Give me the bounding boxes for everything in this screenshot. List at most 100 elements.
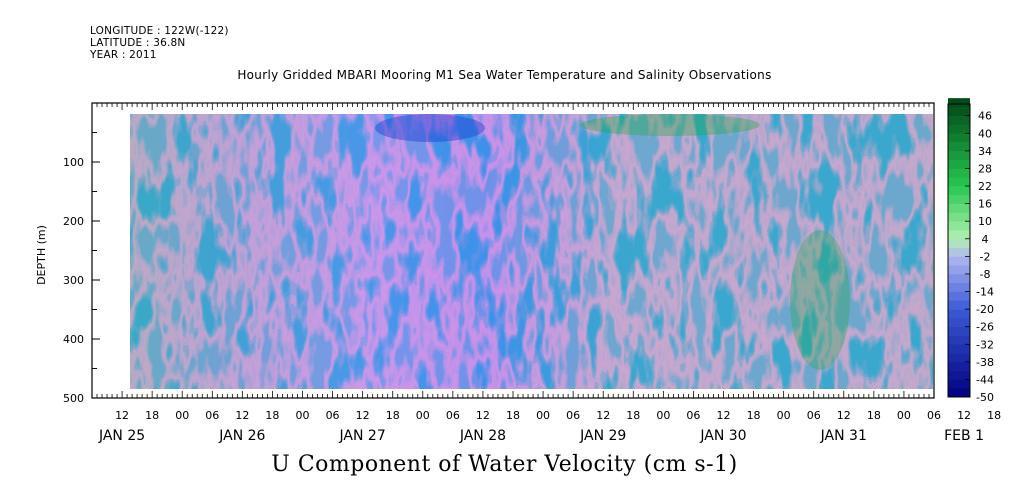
x-hour-label: 06	[446, 409, 460, 422]
colorbar-label: -26	[976, 321, 994, 334]
x-hour-label: 00	[536, 409, 550, 422]
x-hour-label: 18	[867, 409, 881, 422]
x-day-label: JAN 28	[459, 428, 506, 444]
colorbar-swatch	[948, 106, 970, 117]
colorbar-swatch	[948, 159, 970, 169]
colorbar-swatch	[948, 309, 970, 319]
x-hour-label: 12	[717, 409, 731, 422]
colorbar-swatch	[948, 115, 970, 125]
colorbar-swatch	[948, 221, 970, 231]
x-hour-label: 00	[897, 409, 911, 422]
colorbar-swatch	[948, 353, 970, 363]
colorbar-label: 10	[978, 215, 992, 228]
x-day-label: JAN 29	[579, 428, 626, 444]
longitude-label: LONGITUDE : 122W(-122)	[90, 25, 229, 37]
colorbar-swatch	[948, 256, 970, 266]
colorbar-label: 4	[982, 233, 989, 246]
x-hour-label: 18	[386, 409, 400, 422]
colorbar-swatch	[948, 177, 970, 187]
x-hour-label: 12	[356, 409, 370, 422]
colorbar-swatch	[948, 229, 970, 240]
colorbar-swatch	[948, 238, 970, 248]
x-hour-label: 00	[777, 409, 791, 422]
colorbar-swatch	[948, 379, 970, 389]
colorbar-swatch	[948, 361, 970, 371]
colorbar-label: -14	[976, 286, 994, 299]
colorbar-swatch	[948, 98, 970, 108]
colorbar-swatch	[948, 317, 970, 327]
x-hour-label: 18	[145, 409, 159, 422]
colorbar-label: 34	[978, 145, 992, 158]
x-hour-label: 06	[566, 409, 580, 422]
x-day-label: JAN 25	[98, 428, 145, 444]
x-day-label: JAN 31	[820, 428, 867, 444]
x-day-label: JAN 26	[218, 428, 265, 444]
colorbar-label: 46	[978, 110, 992, 123]
colorbar-swatch	[948, 124, 970, 134]
colorbar-label: -50	[976, 391, 994, 404]
colorbar-swatch	[948, 186, 970, 196]
heatmap-field	[130, 114, 933, 389]
x-hour-label: 12	[837, 409, 851, 422]
colorbar-swatch	[948, 203, 970, 213]
colorbar-swatch	[948, 388, 970, 398]
x-hour-label: 00	[416, 409, 430, 422]
x-hour-label: 12	[957, 409, 971, 422]
year-label: YEAR : 2011	[90, 49, 157, 61]
y-tick-label: 100	[63, 156, 84, 169]
x-day-label: JAN 27	[339, 428, 386, 444]
colorbar-swatch	[948, 344, 970, 354]
y-tick-label: 400	[63, 333, 84, 346]
colorbar-label: 40	[978, 127, 992, 140]
colorbar-swatch	[948, 142, 970, 152]
colorbar-label: -38	[976, 356, 994, 369]
colorbar-swatch	[948, 291, 970, 301]
x-day-label: JAN 30	[699, 428, 746, 444]
x-hour-label: 06	[205, 409, 219, 422]
latitude-label: LATITUDE : 36.8N	[90, 37, 186, 49]
colorbar-label: 28	[978, 162, 992, 175]
colorbar-swatch	[948, 265, 970, 275]
colorbar-swatch	[948, 150, 970, 160]
colorbar-swatch	[948, 370, 970, 380]
chart-title: Hourly Gridded MBARI Mooring M1 Sea Wate…	[237, 68, 772, 82]
x-hour-label: 12	[476, 409, 490, 422]
x-hour-label: 12	[235, 409, 249, 422]
x-axis-title: U Component of Water Velocity (cm s-1)	[271, 452, 738, 477]
x-hour-label: 00	[656, 409, 670, 422]
x-hour-label: 00	[175, 409, 189, 422]
x-hour-label: 18	[506, 409, 520, 422]
colorbar-label: 16	[978, 198, 992, 211]
x-hour-label: 06	[927, 409, 941, 422]
colorbar-label: -8	[980, 268, 991, 281]
colorbar-swatch	[948, 194, 970, 204]
y-axis-title: DEPTH (m)	[35, 225, 48, 285]
y-tick-label: 500	[63, 392, 84, 405]
colorbar-label: 22	[978, 180, 992, 193]
colorbar-swatch	[948, 273, 970, 284]
colorbar-label: -2	[980, 250, 991, 263]
colorbar-swatch	[948, 168, 970, 178]
x-day-label: FEB 1	[944, 428, 984, 444]
colorbar-swatch	[948, 326, 970, 336]
y-tick-label: 200	[63, 215, 84, 228]
colorbar-swatch	[948, 212, 970, 222]
x-hour-label: 00	[296, 409, 310, 422]
colorbar-swatch	[948, 300, 970, 310]
x-hour-label: 18	[747, 409, 761, 422]
y-tick-label: 300	[63, 274, 84, 287]
x-hour-label: 12	[596, 409, 610, 422]
colorbar-swatch	[948, 335, 970, 345]
colorbar-frame	[947, 103, 971, 398]
x-hour-label: 06	[807, 409, 821, 422]
colorbar-swatch	[948, 282, 970, 292]
x-hour-label: 18	[626, 409, 640, 422]
colorbar-label: -32	[976, 338, 994, 351]
x-hour-label: 06	[326, 409, 340, 422]
colorbar-label: -44	[976, 373, 994, 386]
colorbar-swatch	[948, 133, 970, 143]
x-hour-label: 18	[265, 409, 279, 422]
x-hour-label: 12	[115, 409, 129, 422]
x-hour-label: 18	[987, 409, 1001, 422]
